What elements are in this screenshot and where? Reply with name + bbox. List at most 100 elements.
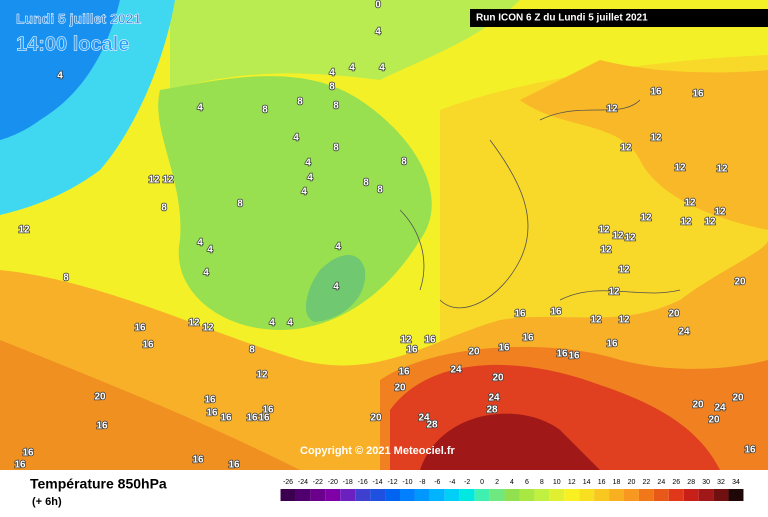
contour-label: 24 <box>678 327 690 338</box>
contour-label: 12 <box>680 217 692 228</box>
contour-label: 12 <box>618 315 630 326</box>
contour-label: 4 <box>379 63 385 74</box>
contour-label: 20 <box>394 383 406 394</box>
legend-swatch <box>728 489 744 501</box>
contour-label: 16 <box>550 307 562 318</box>
contour-label: 16 <box>568 351 580 362</box>
contour-label: 16 <box>606 339 618 350</box>
legend-label: 2 <box>495 479 499 486</box>
contour-label: 20 <box>492 373 504 384</box>
contour-label: 8 <box>363 178 369 189</box>
contour-label: 12 <box>606 104 618 115</box>
legend-label: -16 <box>358 479 368 486</box>
contour-label: 12 <box>714 207 726 218</box>
contour-label: 4 <box>333 282 339 293</box>
contour-label: 12 <box>674 163 686 174</box>
legend-swatch <box>385 489 400 501</box>
contour-label: 12 <box>624 233 636 244</box>
contour-label: 16 <box>192 455 204 466</box>
zone <box>520 60 768 230</box>
legend-label: -2 <box>464 479 470 486</box>
contour-label: 20 <box>668 309 680 320</box>
legend-swatch <box>653 489 669 501</box>
contour-label: 4 <box>197 238 203 249</box>
legend-swatch <box>400 489 415 501</box>
legend-label: 8 <box>540 479 544 486</box>
legend-swatch <box>698 489 714 501</box>
contour-label: 4 <box>293 133 299 144</box>
contour-label: 16 <box>522 333 534 344</box>
contour-label: 24 <box>450 365 462 376</box>
contour-label: 16 <box>498 343 510 354</box>
contour-label: 12 <box>598 225 610 236</box>
contour-label: 28 <box>486 405 498 416</box>
contour-label: 16 <box>258 413 270 424</box>
legend-swatch <box>340 489 356 501</box>
contour-label: 8 <box>329 82 335 93</box>
legend-swatch <box>668 489 684 501</box>
legend-swatch <box>310 489 326 501</box>
legend-label: 14 <box>583 479 591 486</box>
zone <box>170 0 520 90</box>
contour-label: 12 <box>188 318 200 329</box>
contour-label: 16 <box>246 413 258 424</box>
contour-label: 16 <box>424 335 436 346</box>
legend-label: 18 <box>613 479 621 486</box>
contour-label: 4 <box>307 173 313 184</box>
legend-label: 30 <box>702 479 710 486</box>
legend-swatch <box>594 489 610 501</box>
legend-label: 12 <box>568 479 576 486</box>
contour-label: 12 <box>590 315 602 326</box>
time: 14:00 locale <box>16 33 129 55</box>
run-label: Run ICON 6 Z du Lundi 5 juillet 2021 <box>476 13 648 24</box>
contour-label: 4 <box>207 245 213 256</box>
contour-label: 12 <box>162 175 174 186</box>
contour-label: 12 <box>612 231 624 242</box>
legend-swatch <box>474 489 490 501</box>
legend-swatch <box>459 489 475 501</box>
legend-label: 10 <box>553 479 561 486</box>
contour-label: 12 <box>600 245 612 256</box>
contour-label: 20 <box>734 277 746 288</box>
legend-label: -20 <box>328 479 338 486</box>
legend-swatch <box>325 489 341 501</box>
legend-swatch <box>549 489 565 501</box>
contour-label: 24 <box>488 393 500 404</box>
legend-swatch <box>683 489 699 501</box>
contour-label: 8 <box>377 185 383 196</box>
contour-label: 4 <box>203 268 209 279</box>
legend-label: -24 <box>298 479 308 486</box>
legend-swatch <box>534 489 550 501</box>
legend-label: -12 <box>387 479 397 486</box>
contour-label: 16 <box>142 340 154 351</box>
legend-label: -4 <box>449 479 455 486</box>
legend-label: -26 <box>283 479 293 486</box>
legend-swatch <box>713 489 729 501</box>
contour-label: 16 <box>228 460 240 471</box>
contour-label: 8 <box>401 157 407 168</box>
contour-label: 0 <box>375 0 381 11</box>
zone <box>420 413 600 470</box>
legend-swatch <box>370 489 386 501</box>
legend-label: 20 <box>628 479 636 486</box>
contour-label: 28 <box>426 420 438 431</box>
contour-label: 16 <box>744 445 756 456</box>
contour-label: 4 <box>57 71 63 82</box>
contour-label: 8 <box>297 97 303 108</box>
coastline <box>399 99 681 309</box>
legend-label: -6 <box>434 479 440 486</box>
contour-label: 8 <box>63 273 69 284</box>
copyright: Copyright © 2021 Meteociel.fr <box>300 445 456 457</box>
contour-label: 20 <box>370 413 382 424</box>
contour-label: 20 <box>732 393 744 404</box>
zone <box>305 255 366 322</box>
contour-label: 12 <box>704 217 716 228</box>
legend-label: 34 <box>732 479 740 486</box>
contour-label: 12 <box>650 133 662 144</box>
legend-label: 16 <box>598 479 606 486</box>
contour-label: 4 <box>197 103 203 114</box>
legend-label: -18 <box>343 479 353 486</box>
legend-swatch <box>355 489 371 501</box>
contour-label: 16 <box>556 349 568 360</box>
